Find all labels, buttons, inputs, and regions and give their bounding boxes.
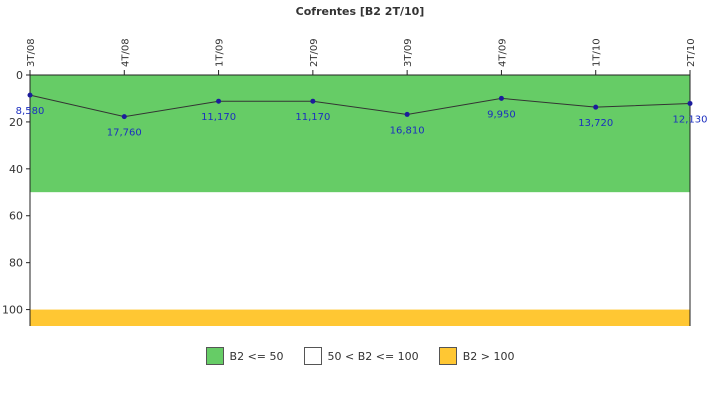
x-axis-tick-labels: 3T/08 4T/08 1T/09 2T/09 3T/09 4T/09 1T/10 2T/10 (26, 38, 697, 67)
x-tick-label: 3T/09 (403, 38, 414, 67)
axes (26, 70, 691, 326)
x-tick-label: 1T/09 (215, 38, 226, 67)
y-tick-label: 0 (16, 69, 23, 82)
data-label: 11,170 (201, 112, 236, 123)
legend-swatch (438, 347, 457, 365)
data-labels: 8,580 17,760 11,170 11,170 16,810 9,950 13,720… (16, 106, 708, 139)
legend: B2 <= 50 50 < B2 <= 100 B2 > 100 (0, 344, 720, 368)
x-tick-label: 1T/10 (592, 38, 603, 67)
chart-title: Cofrentes [B2 2T/10] (296, 5, 425, 18)
band-1 (30, 192, 690, 310)
data-series (27, 92, 693, 120)
data-point (498, 95, 504, 101)
y-tick-label: 40 (9, 163, 23, 176)
data-point (27, 92, 33, 98)
x-tick-label: 4T/08 (120, 38, 131, 67)
legend-item-b2-high: B2 > 100 (438, 347, 515, 365)
legend-label: B2 <= 50 (229, 349, 284, 363)
legend-label: 50 < B2 <= 100 (327, 349, 419, 363)
data-point (121, 114, 127, 120)
data-label: 12,130 (673, 114, 708, 125)
legend-item-b2-mid: 50 < B2 <= 100 (303, 347, 419, 365)
data-point (216, 98, 222, 104)
x-tick-label: 2T/10 (686, 38, 697, 67)
x-tick-label: 2T/09 (309, 38, 320, 67)
data-label: 11,170 (295, 112, 330, 123)
y-tick-label: 80 (9, 257, 23, 270)
y-tick-label: 20 (9, 116, 23, 129)
x-tick-label: 4T/09 (497, 38, 508, 67)
y-tick-label: 60 (9, 210, 23, 223)
legend-item-b2-low: B2 <= 50 (205, 347, 284, 365)
data-point (310, 98, 316, 104)
x-tick-label: 3T/08 (26, 38, 37, 67)
data-label: 9,950 (487, 109, 516, 120)
data-point (687, 100, 693, 106)
series-line (29, 94, 691, 118)
legend-swatch (303, 347, 322, 365)
data-label: 8,580 (16, 106, 45, 117)
legend-swatch (205, 347, 224, 365)
band-0 (30, 75, 690, 193)
data-point (593, 104, 599, 110)
data-point (404, 111, 410, 117)
band-2 (30, 309, 690, 326)
y-tick-label: 100 (2, 304, 23, 317)
y-axis-tick-labels: 0 20 40 60 80 100 (2, 69, 23, 317)
data-label: 13,720 (578, 118, 613, 129)
data-label: 16,810 (390, 125, 425, 136)
background-bands (30, 75, 690, 326)
legend-label: B2 > 100 (462, 349, 515, 363)
data-label: 17,760 (107, 128, 142, 139)
